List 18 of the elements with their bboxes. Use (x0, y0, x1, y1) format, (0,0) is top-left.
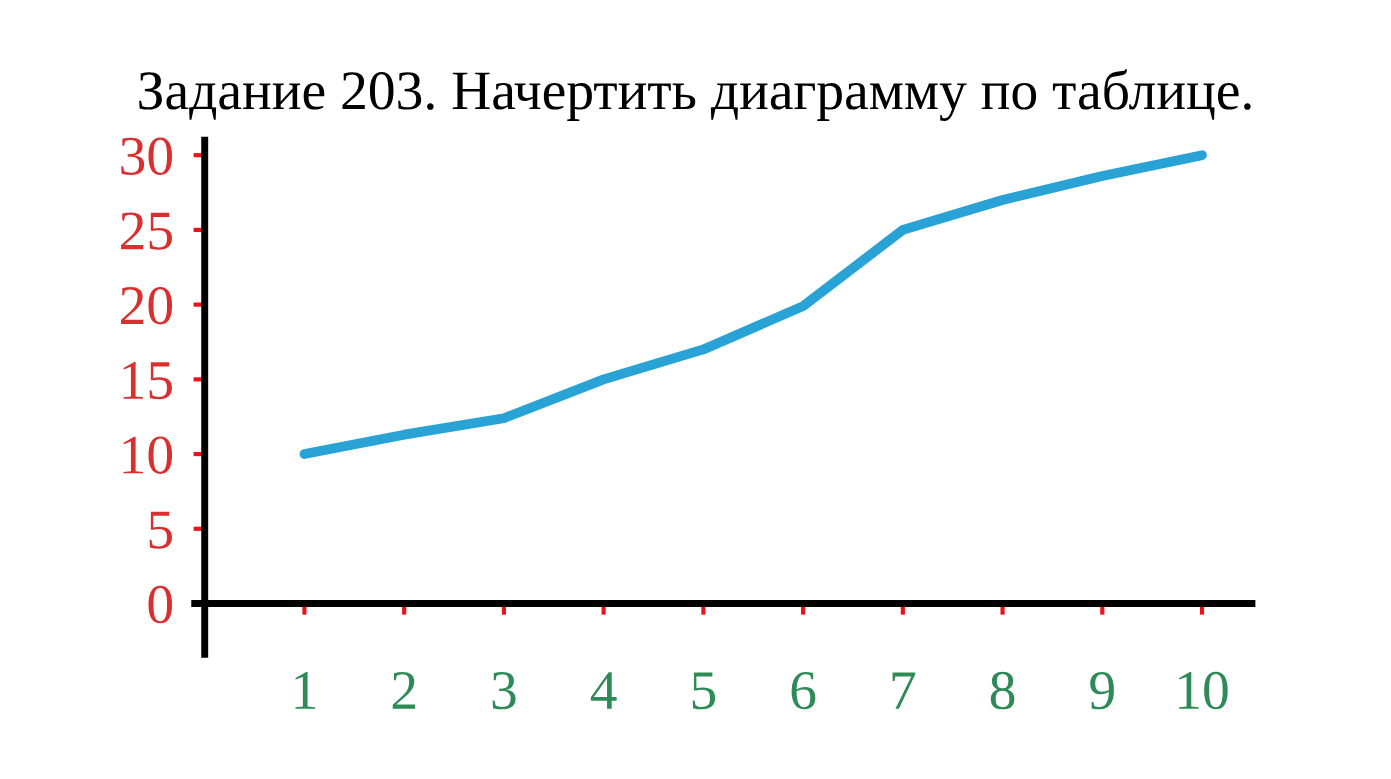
x-tick-label: 5 (692, 672, 716, 710)
chart-title: Задание 203. Начертить диаграмму по таблице. (139, 69, 1251, 122)
x-tick-label: 10 (1179, 671, 1228, 710)
x-tick-label: 1 (295, 672, 315, 709)
x-tick-label: 3 (492, 671, 516, 710)
y-tick-label: 25 (121, 212, 172, 250)
x-tick-label: 6 (791, 671, 816, 710)
x-tick-label: 9 (1090, 671, 1114, 710)
x-tick-label: 2 (392, 671, 415, 709)
x-tick-label: 4 (590, 672, 617, 709)
y-tick-label: 20 (121, 286, 173, 325)
y-tick-label: 10 (123, 436, 173, 474)
x-tick-label: 7 (892, 672, 916, 709)
y-tick-label: 15 (123, 361, 172, 400)
x-tick-label: 8 (990, 671, 1015, 710)
y-tick-label: 30 (121, 137, 173, 175)
y-tick-label: 0 (148, 585, 173, 624)
y-tick-label: 5 (149, 511, 172, 549)
